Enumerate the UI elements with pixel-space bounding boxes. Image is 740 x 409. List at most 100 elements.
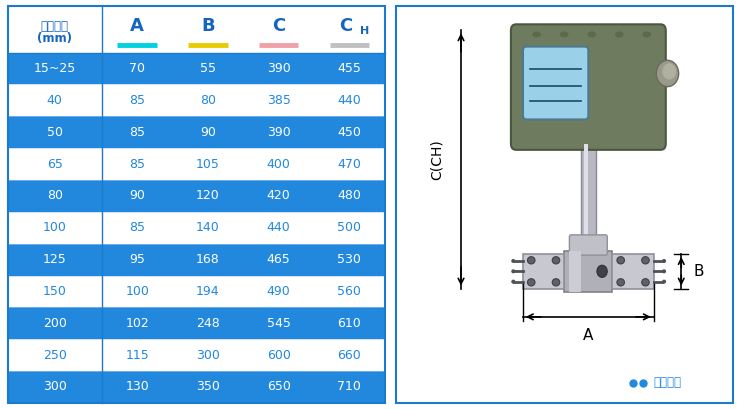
Text: 450: 450	[337, 126, 361, 139]
Text: 560: 560	[337, 285, 361, 298]
Text: 65: 65	[47, 157, 63, 171]
Text: 90: 90	[200, 126, 216, 139]
Bar	[581, 144, 596, 241]
Text: 390: 390	[266, 62, 291, 75]
Text: 490: 490	[266, 285, 291, 298]
Text: 710: 710	[337, 380, 361, 393]
Text: 80: 80	[200, 94, 216, 107]
Text: 100: 100	[43, 221, 67, 234]
Text: 15~25: 15~25	[33, 62, 75, 75]
Text: 常规仪表: 常规仪表	[653, 376, 682, 389]
Bar	[7, 212, 385, 244]
Text: 125: 125	[43, 253, 67, 266]
Text: 85: 85	[130, 221, 145, 234]
Text: 115: 115	[125, 348, 149, 362]
Text: 仪表口径: 仪表口径	[41, 20, 69, 33]
Text: C: C	[272, 17, 285, 35]
Text: 660: 660	[337, 348, 361, 362]
Text: 168: 168	[196, 253, 220, 266]
Bar	[613, 254, 653, 288]
Ellipse shape	[656, 60, 679, 87]
Text: 85: 85	[130, 157, 145, 171]
Bar	[569, 251, 581, 292]
Text: 385: 385	[266, 94, 291, 107]
Text: 100: 100	[125, 285, 149, 298]
Ellipse shape	[597, 265, 608, 277]
Text: 300: 300	[43, 380, 67, 393]
Ellipse shape	[642, 31, 651, 38]
Text: 465: 465	[266, 253, 291, 266]
Ellipse shape	[511, 269, 515, 273]
Text: 250: 250	[43, 348, 67, 362]
Text: C(CH): C(CH)	[430, 139, 444, 180]
Text: 400: 400	[266, 157, 291, 171]
Ellipse shape	[511, 280, 515, 284]
FancyBboxPatch shape	[523, 47, 588, 119]
Ellipse shape	[617, 257, 625, 264]
Ellipse shape	[528, 279, 535, 286]
Ellipse shape	[662, 63, 676, 79]
Ellipse shape	[615, 31, 624, 38]
Text: 610: 610	[337, 317, 361, 330]
Bar	[7, 6, 385, 53]
Text: 120: 120	[196, 189, 220, 202]
Bar	[7, 53, 385, 85]
Ellipse shape	[662, 280, 666, 284]
Ellipse shape	[617, 279, 625, 286]
Ellipse shape	[552, 257, 559, 264]
Text: 530: 530	[337, 253, 361, 266]
Bar	[7, 180, 385, 212]
Text: (mm): (mm)	[37, 32, 73, 45]
Bar	[585, 144, 588, 241]
Ellipse shape	[588, 31, 596, 38]
Text: 350: 350	[196, 380, 220, 393]
FancyBboxPatch shape	[569, 235, 608, 255]
Text: 50: 50	[47, 126, 63, 139]
Bar	[7, 276, 385, 308]
Ellipse shape	[662, 259, 666, 263]
Text: 440: 440	[337, 94, 361, 107]
Text: 105: 105	[196, 157, 220, 171]
Text: 130: 130	[125, 380, 149, 393]
Text: 300: 300	[196, 348, 220, 362]
Text: 70: 70	[130, 62, 145, 75]
Text: 90: 90	[130, 189, 145, 202]
Ellipse shape	[662, 269, 666, 273]
Ellipse shape	[532, 31, 541, 38]
Text: 194: 194	[196, 285, 220, 298]
Text: 200: 200	[43, 317, 67, 330]
Text: 95: 95	[130, 253, 145, 266]
Bar	[7, 371, 385, 403]
Bar	[7, 308, 385, 339]
Text: 470: 470	[337, 157, 361, 171]
Text: 650: 650	[266, 380, 291, 393]
Text: 480: 480	[337, 189, 361, 202]
Text: 545: 545	[266, 317, 291, 330]
Text: 102: 102	[125, 317, 149, 330]
FancyBboxPatch shape	[511, 24, 666, 150]
Bar	[7, 85, 385, 116]
Text: 150: 150	[43, 285, 67, 298]
Text: 600: 600	[266, 348, 291, 362]
Bar	[565, 251, 613, 292]
Text: 85: 85	[130, 126, 145, 139]
Text: 80: 80	[47, 189, 63, 202]
Text: A: A	[583, 328, 593, 343]
Ellipse shape	[511, 259, 515, 263]
Text: C: C	[339, 17, 352, 35]
Text: 440: 440	[266, 221, 291, 234]
Text: 140: 140	[196, 221, 220, 234]
Text: B: B	[693, 264, 704, 279]
Bar	[7, 244, 385, 276]
Text: 390: 390	[266, 126, 291, 139]
Ellipse shape	[552, 279, 559, 286]
Ellipse shape	[642, 279, 649, 286]
Ellipse shape	[560, 31, 568, 38]
Text: 455: 455	[337, 62, 361, 75]
Text: 500: 500	[337, 221, 361, 234]
Ellipse shape	[642, 257, 649, 264]
Text: B: B	[201, 17, 215, 35]
Text: H: H	[360, 26, 369, 36]
Text: 85: 85	[130, 94, 145, 107]
Bar	[7, 116, 385, 148]
